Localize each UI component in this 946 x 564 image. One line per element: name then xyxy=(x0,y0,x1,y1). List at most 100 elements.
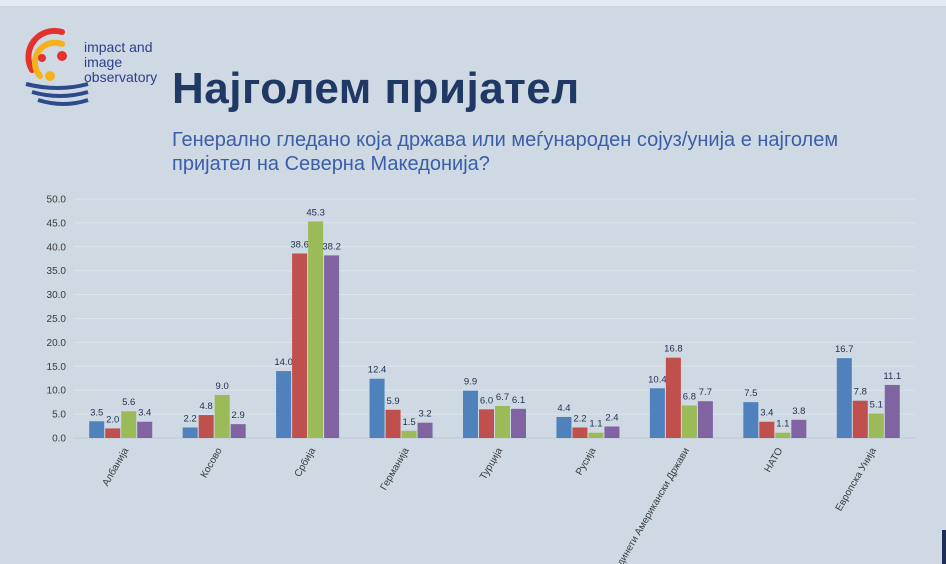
bar xyxy=(759,421,775,438)
bar xyxy=(511,408,526,438)
y-tick-label: 25.0 xyxy=(47,314,67,325)
data-label: 16.7 xyxy=(835,344,854,355)
corner-marker xyxy=(942,530,946,564)
bar xyxy=(604,426,620,438)
bar xyxy=(836,358,852,438)
data-label: 9.0 xyxy=(216,381,229,392)
page-title: Најголем пријател xyxy=(172,64,580,113)
logo-text: impact and image observatory xyxy=(84,40,184,85)
y-tick-label: 40.0 xyxy=(47,242,67,253)
data-label: 38.6 xyxy=(290,239,309,250)
bar xyxy=(572,427,588,438)
data-label: 4.4 xyxy=(557,403,570,414)
bar xyxy=(198,415,214,438)
bar xyxy=(743,402,759,438)
x-tick-label: Русија xyxy=(574,446,599,478)
data-label: 3.5 xyxy=(90,407,103,418)
bar xyxy=(463,390,478,438)
data-label: 14.0 xyxy=(274,357,293,368)
data-label: 11.1 xyxy=(883,371,901,382)
data-label: 5.9 xyxy=(386,396,399,407)
data-label: 2.0 xyxy=(106,414,119,425)
data-label: 6.1 xyxy=(512,395,525,406)
x-tick-label: Косово xyxy=(199,446,225,480)
y-tick-label: 45.0 xyxy=(47,218,67,229)
data-label: 10.4 xyxy=(648,374,667,385)
data-label: 1.5 xyxy=(402,417,415,428)
page-subtitle: Генерално гледано која држава или меѓуна… xyxy=(172,129,839,175)
bar xyxy=(182,427,198,438)
data-label: 16.8 xyxy=(664,344,683,355)
data-label: 4.8 xyxy=(200,401,213,412)
data-label: 2.2 xyxy=(184,413,197,424)
data-label: 7.5 xyxy=(744,388,757,399)
y-tick-label: 35.0 xyxy=(47,266,67,277)
data-label: 1.1 xyxy=(776,419,789,430)
bar xyxy=(775,432,791,438)
bar xyxy=(588,432,604,438)
logo-line: observatory xyxy=(84,69,158,85)
data-label: 12.4 xyxy=(368,365,387,376)
data-label: 7.8 xyxy=(854,387,867,398)
data-label: 6.0 xyxy=(480,395,493,406)
y-tick-label: 10.0 xyxy=(47,386,67,397)
y-tick-label: 15.0 xyxy=(47,362,67,373)
data-label: 2.2 xyxy=(573,413,586,424)
data-label: 5.6 xyxy=(122,397,135,408)
data-label: 2.9 xyxy=(232,410,245,421)
y-tick-label: 20.0 xyxy=(47,338,67,349)
bar xyxy=(649,388,665,438)
data-label: 9.9 xyxy=(464,377,477,388)
bar xyxy=(230,424,246,438)
data-label: 6.7 xyxy=(496,392,509,403)
data-label: 7.7 xyxy=(699,387,712,398)
logo-line: impact and xyxy=(84,39,153,55)
bar xyxy=(556,416,572,438)
bar xyxy=(369,378,385,438)
data-label: 45.3 xyxy=(306,207,325,218)
bar xyxy=(401,430,417,438)
bar xyxy=(385,409,401,438)
logo-icon xyxy=(25,27,89,106)
bar xyxy=(308,221,324,438)
y-tick-label: 5.0 xyxy=(52,410,66,421)
bar xyxy=(105,428,121,438)
bar xyxy=(324,255,340,438)
bar xyxy=(852,400,868,438)
bar xyxy=(214,394,230,438)
x-tick-label: Албанија xyxy=(100,445,132,488)
data-label: 3.8 xyxy=(792,406,805,417)
bar xyxy=(121,411,137,438)
x-tick-label: Европска Унија xyxy=(834,446,879,514)
data-label: 38.2 xyxy=(322,241,341,252)
y-tick-label: 0.0 xyxy=(52,434,66,445)
x-tick-label: Турција xyxy=(478,446,505,482)
data-label: 3.2 xyxy=(418,409,431,420)
bar xyxy=(276,371,292,438)
bar xyxy=(479,409,494,438)
bar xyxy=(884,384,900,438)
y-tick-label: 50.0 xyxy=(47,195,67,206)
x-tick-label: Соединети Американски Држави xyxy=(606,446,692,564)
bar xyxy=(697,401,713,438)
x-tick-label: Германија xyxy=(379,446,412,493)
bar xyxy=(665,357,681,438)
data-label: 2.4 xyxy=(605,413,618,424)
logo-line: image xyxy=(84,54,123,70)
bar xyxy=(137,421,153,438)
data-label: 3.4 xyxy=(138,408,151,419)
x-tick-label: Србија xyxy=(292,445,319,479)
x-tick-label: НАТО xyxy=(763,446,786,475)
data-label: 5.1 xyxy=(870,400,883,411)
bar xyxy=(681,405,697,438)
logo: impact and image observatory xyxy=(18,18,168,118)
bar xyxy=(495,405,510,438)
bar xyxy=(417,422,433,438)
bar xyxy=(292,253,308,438)
data-label: 6.8 xyxy=(683,391,696,402)
bar xyxy=(791,419,807,438)
bar xyxy=(89,421,105,438)
data-label: 1.1 xyxy=(589,419,602,430)
y-tick-label: 30.0 xyxy=(47,290,67,301)
